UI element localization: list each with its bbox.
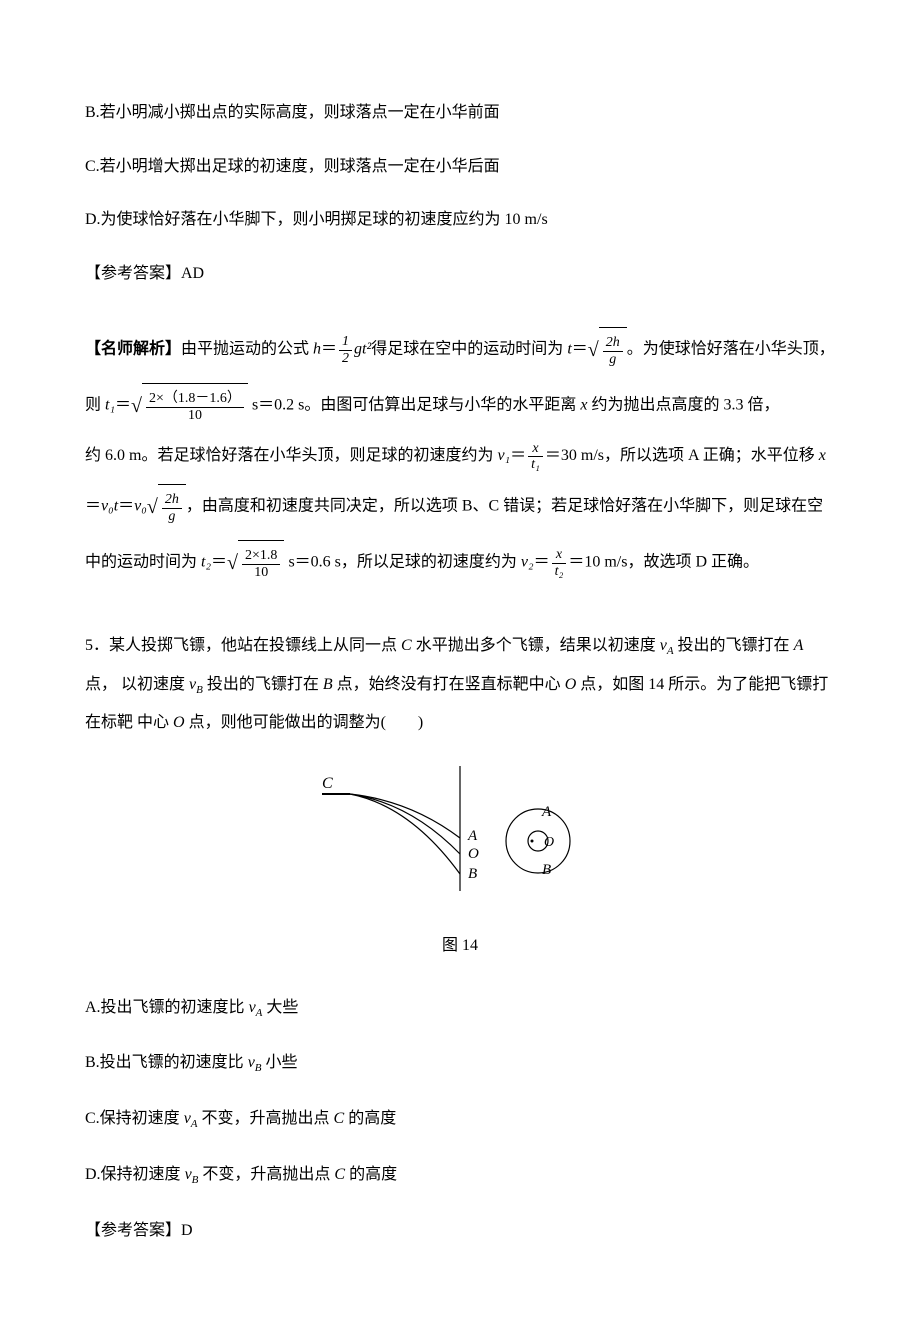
frac-half: 12 [339,334,352,366]
var-v: v [660,637,667,654]
q5-diagram: CAOBAOB [320,766,600,896]
eq: ＝ [510,447,526,464]
eq: ＝ [211,554,227,571]
var-t2v: t₂ [201,554,211,571]
sub-B: B [196,684,203,696]
text: 以初速度 [121,676,189,693]
analysis-tag: 【名师解析】 [85,341,181,358]
text: 由平抛运动的公式 [181,341,313,358]
sub-A: A [191,1118,198,1130]
text: 点， [85,676,117,693]
var-g: g [354,341,362,358]
eq: ＝ [118,498,134,515]
text: ＝10 m/s，故选项 D 正确。 [568,554,759,571]
q5-option-c: C.保持初速度 vA 不变，升高抛出点 C 的高度 [85,1106,835,1134]
text: 水平抛出多个飞镖，结果以初速度 [412,637,660,654]
var-v0: v₀ [101,498,114,515]
svg-text:A: A [467,828,478,844]
q5-option-a: A.投出飞镖的初速度比 vA 大些 [85,995,835,1023]
text: 则 [85,397,105,414]
text: s＝0.6 s，所以足球的初速度约为 [284,554,520,571]
eq: ＝ [85,498,101,515]
var-t2: t² [362,341,371,358]
var-x: x [819,447,826,464]
var-C: C [401,637,412,654]
var-v: v [248,1054,255,1071]
q4-option-c: C.若小明增大掷出足球的初速度，则球落点一定在小华后面 [85,154,835,180]
frac-x-t1: xt₁ [528,441,543,473]
var-v1: v₁ [497,447,510,464]
sqrt: 2×1.810 [227,535,284,591]
var-B: B [323,676,333,693]
svg-text:O: O [544,835,554,850]
frac-x-t2: xt₂ [552,547,567,579]
text: 的高度 [344,1110,396,1127]
q5-answer: 【参考答案】D [85,1218,835,1244]
text: ＝30 m/s，所以选项 A 正确；水平位移 [545,447,819,464]
text: 投出的飞镖打在 [674,637,794,654]
sqrt: 2×（1.8－1.6）10 [131,378,248,434]
text: 不变，升高抛出点 [198,1110,334,1127]
q4-analysis: 【名师解析】由平抛运动的公式 h＝12gt²得足球在空中的运动时间为 t＝2hg… [85,322,835,591]
text: 中的运动时间为 [85,554,201,571]
eq: ＝ [321,341,337,358]
text: 小些 [262,1054,298,1071]
text: 5．某人投掷飞镖，他站在投镖线上从同一点 [85,637,401,654]
text: B.投出飞镖的初速度比 [85,1054,248,1071]
var-v: v [185,1166,192,1183]
var-v2: v₂ [521,554,534,571]
eq: ＝ [534,554,550,571]
text: D.保持初速度 [85,1166,185,1183]
var-C: C [334,1110,345,1127]
sqrt: 2hg [588,322,627,378]
var-C: C [334,1166,345,1183]
text: 。为使球恰好落在小华头顶， [627,341,835,358]
svg-text:C: C [322,775,333,792]
var-A: A [794,637,804,654]
q5-option-b: B.投出飞镖的初速度比 vB 小些 [85,1050,835,1078]
text: 点，则他可能做出的调整为( ) [185,714,424,731]
eq: ＝ [572,341,588,358]
var-t1: t₁ [105,397,115,414]
svg-text:A: A [541,804,552,820]
text: A.投出飞镖的初速度比 [85,999,249,1016]
var-O: O [173,714,185,731]
text: 不变，升高抛出点 [198,1166,334,1183]
sqrt: 2hg [147,479,186,535]
var-v: v [184,1110,191,1127]
var-O: O [565,676,577,693]
q5-stem: 5．某人投掷飞镖，他站在投镖线上从同一点 C 水平抛出多个飞镖，结果以初速度 v… [85,627,835,742]
text: 的高度 [345,1166,397,1183]
text: ，由高度和初速度共同决定，所以选项 B、C 错误；若足球恰好落在小华脚下，则足球… [186,498,823,515]
q5-figure-label: 图 14 [85,933,835,959]
text: 约为抛出点高度的 3.3 倍， [588,397,780,414]
text: 得足球在空中的运动时间为 [371,341,567,358]
var-v: v [249,999,256,1016]
q4-option-b: B.若小明减小掷出点的实际高度，则球落点一定在小华前面 [85,100,835,126]
q4-option-d: D.为使球恰好落在小华脚下，则小明掷足球的初速度应约为 10 m/s [85,207,835,233]
eq: ＝ [115,397,131,414]
text: C.保持初速度 [85,1110,184,1127]
svg-text:B: B [468,866,477,882]
q4-answer: 【参考答案】AD [85,261,835,287]
q5-option-d: D.保持初速度 vB 不变，升高抛出点 C 的高度 [85,1162,835,1190]
var-h: h [313,341,321,358]
svg-text:B: B [542,862,551,878]
text: 约 6.0 m。若足球恰好落在小华头顶，则足球的初速度约为 [85,447,497,464]
text: 点，始终没有打在竖直标靶中心 [333,676,565,693]
var-v0: v₀ [134,498,147,515]
text: 投出的飞镖打在 [203,676,323,693]
text: s＝0.2 s。由图可估算出足球与小华的水平距离 [248,397,580,414]
sub-B: B [255,1063,262,1075]
svg-text:O: O [468,846,479,862]
text: 中心 [137,714,173,731]
text: 大些 [262,999,298,1016]
var-x: x [580,397,587,414]
sub-A: A [667,645,674,657]
q5-figure: CAOBAOB [85,766,835,905]
